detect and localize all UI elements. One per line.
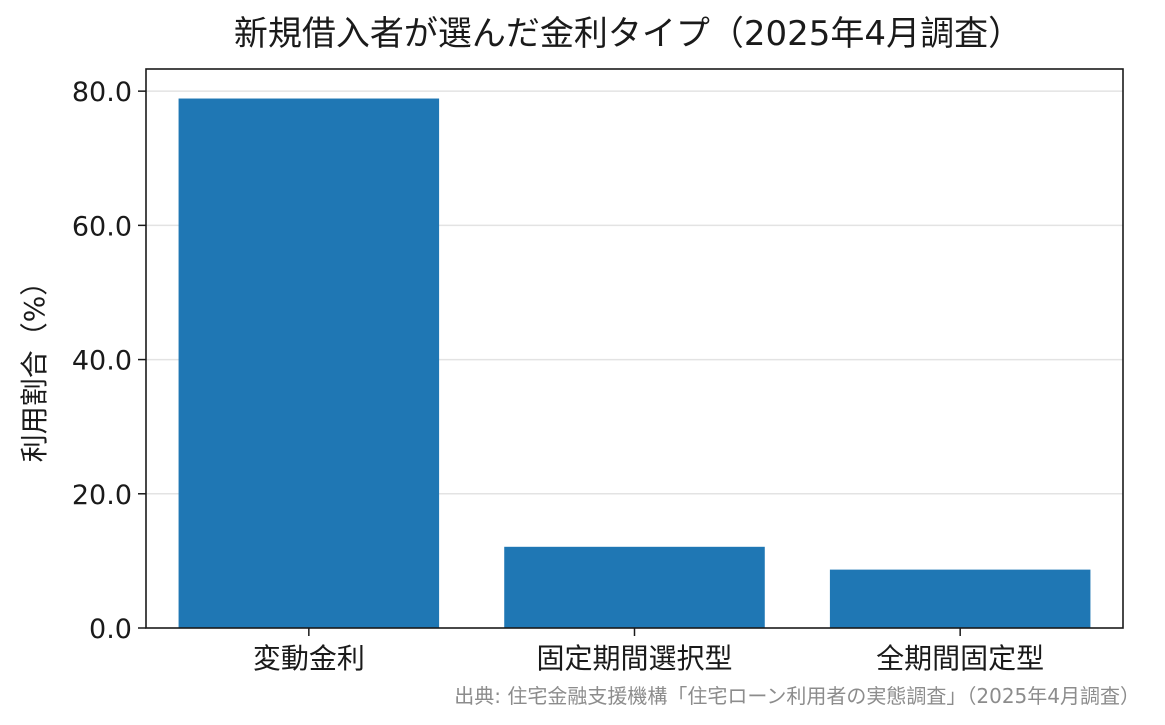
x-tick-label: 変動金利 bbox=[253, 642, 365, 675]
y-axis-ticks: 0.0 20.0 40.0 60.0 80.0 bbox=[72, 77, 146, 645]
bar bbox=[504, 546, 765, 628]
x-axis-ticks: 変動金利 固定期間選択型 全期間固定型 bbox=[253, 628, 1044, 675]
source-note: 出典: 住宅金融支援機構「住宅ローン利用者の実態調査」（2025年4月調査） bbox=[454, 684, 1140, 708]
y-tick-label: 40.0 bbox=[72, 346, 132, 377]
bar bbox=[178, 98, 440, 629]
y-tick-label: 0.0 bbox=[89, 614, 132, 645]
y-axis-label: 利用割合（%） bbox=[18, 268, 51, 463]
x-tick-label: 固定期間選択型 bbox=[536, 642, 732, 675]
y-tick-label: 60.0 bbox=[72, 211, 132, 242]
bars bbox=[178, 98, 1091, 629]
chart-title: 新規借入者が選んだ金利タイプ（2025年4月調査） bbox=[234, 14, 1022, 54]
bar bbox=[829, 569, 1091, 628]
y-tick-label: 80.0 bbox=[72, 77, 132, 108]
x-tick-label: 全期間固定型 bbox=[876, 642, 1044, 675]
y-tick-label: 20.0 bbox=[72, 480, 132, 511]
